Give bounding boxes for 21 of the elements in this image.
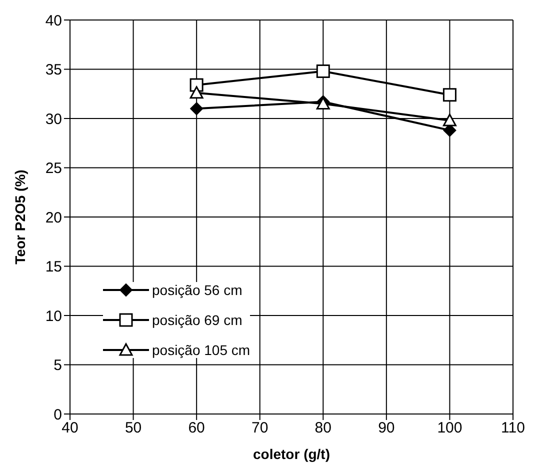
y-tick-label: 40 (45, 12, 62, 30)
x-tick-label: 90 (378, 420, 395, 437)
y-tick-label: 0 (54, 406, 62, 424)
y-tick-label: 30 (45, 110, 62, 128)
x-tick-label: 110 (501, 420, 525, 437)
y-tick-label: 35 (45, 62, 62, 79)
x-axis-title: coletor (g/t) (253, 446, 330, 462)
y-tick-label: 15 (45, 258, 62, 276)
x-tick-label: 100 (437, 420, 462, 437)
y-tick-label: 25 (45, 160, 62, 178)
y-tick-label: 20 (45, 209, 62, 226)
x-tick-label: 70 (252, 420, 268, 437)
x-tick-label: 50 (124, 420, 142, 437)
x-tick-label: 60 (188, 420, 205, 437)
y-tick-label: 10 (45, 308, 62, 325)
legend-label: posição 105 cm (152, 342, 250, 358)
legend-label: posição 69 cm (152, 312, 242, 328)
x-tick-label: 80 (314, 420, 332, 437)
y-axis-title: Teor P2O5 (%) (12, 170, 28, 264)
y-tick-label: 5 (54, 357, 62, 374)
legend-label: posição 56 cm (152, 282, 242, 298)
